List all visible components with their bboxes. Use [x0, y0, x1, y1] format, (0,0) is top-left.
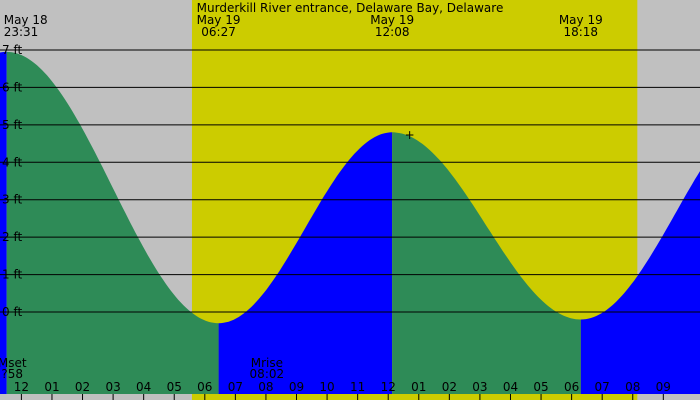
- hour-tick-label: 06: [564, 380, 579, 394]
- tide-event-time: 06:27: [201, 25, 236, 39]
- y-tick-label: 5 ft: [2, 118, 22, 132]
- moon-event-time: 08:02: [250, 367, 285, 381]
- falling-tide-area: [392, 132, 581, 395]
- tide-event-time: 12:08: [375, 25, 410, 39]
- tide-event-time: 23:31: [4, 25, 39, 39]
- rising-tide-area: [0, 51, 7, 395]
- y-tick-label: 6 ft: [2, 80, 22, 94]
- hour-tick-label: 02: [442, 380, 457, 394]
- y-tick-label: 2 ft: [2, 230, 22, 244]
- hour-tick-label: 12: [14, 380, 29, 394]
- hour-tick-label: 04: [136, 380, 151, 394]
- tide-event-date: May 18: [4, 13, 48, 27]
- hour-tick-label: 11: [350, 380, 365, 394]
- hour-tick-label: 06: [197, 380, 212, 394]
- chart-title: Murderkill River entrance, Delaware Bay,…: [197, 1, 504, 15]
- falling-tide-area: [6, 51, 219, 395]
- current-time-marker: +: [405, 128, 415, 142]
- moon-event-time: ?58: [1, 367, 23, 381]
- hour-tick-label: 07: [228, 380, 243, 394]
- hour-tick-label: 08: [258, 380, 273, 394]
- rising-tide-area: [218, 132, 393, 395]
- y-tick-label: 4 ft: [2, 155, 22, 169]
- hour-tick-label: 08: [625, 380, 640, 394]
- hour-tick-label: 01: [411, 380, 426, 394]
- hour-tick-label: 09: [289, 380, 304, 394]
- rising-tide-area: [580, 171, 700, 394]
- hour-tick-label: 12: [381, 380, 396, 394]
- y-tick-label: 3 ft: [2, 193, 22, 207]
- y-tick-label: 0 ft: [2, 305, 22, 319]
- y-tick-label: 7 ft: [2, 43, 22, 57]
- hour-tick-label: 05: [167, 380, 182, 394]
- y-tick-label: 1 ft: [2, 268, 22, 282]
- hour-tick-label: 03: [472, 380, 487, 394]
- hour-tick-label: 05: [533, 380, 548, 394]
- hour-tick-label: 01: [44, 380, 59, 394]
- hour-tick-label: 04: [503, 380, 518, 394]
- moon-event-label: Mset: [0, 356, 27, 370]
- hour-tick-label: 02: [75, 380, 90, 394]
- tide-event-date: May 19: [559, 13, 603, 27]
- moon-event-label: Mrise: [251, 356, 283, 370]
- tide-event-date: May 19: [197, 13, 241, 27]
- hour-tick-label: 09: [656, 380, 671, 394]
- tide-event-date: May 19: [370, 13, 414, 27]
- hour-tick-label: 10: [319, 380, 334, 394]
- hour-tick-label: 07: [595, 380, 610, 394]
- tide-event-time: 18:18: [563, 25, 598, 39]
- hour-tick-label: 03: [105, 380, 120, 394]
